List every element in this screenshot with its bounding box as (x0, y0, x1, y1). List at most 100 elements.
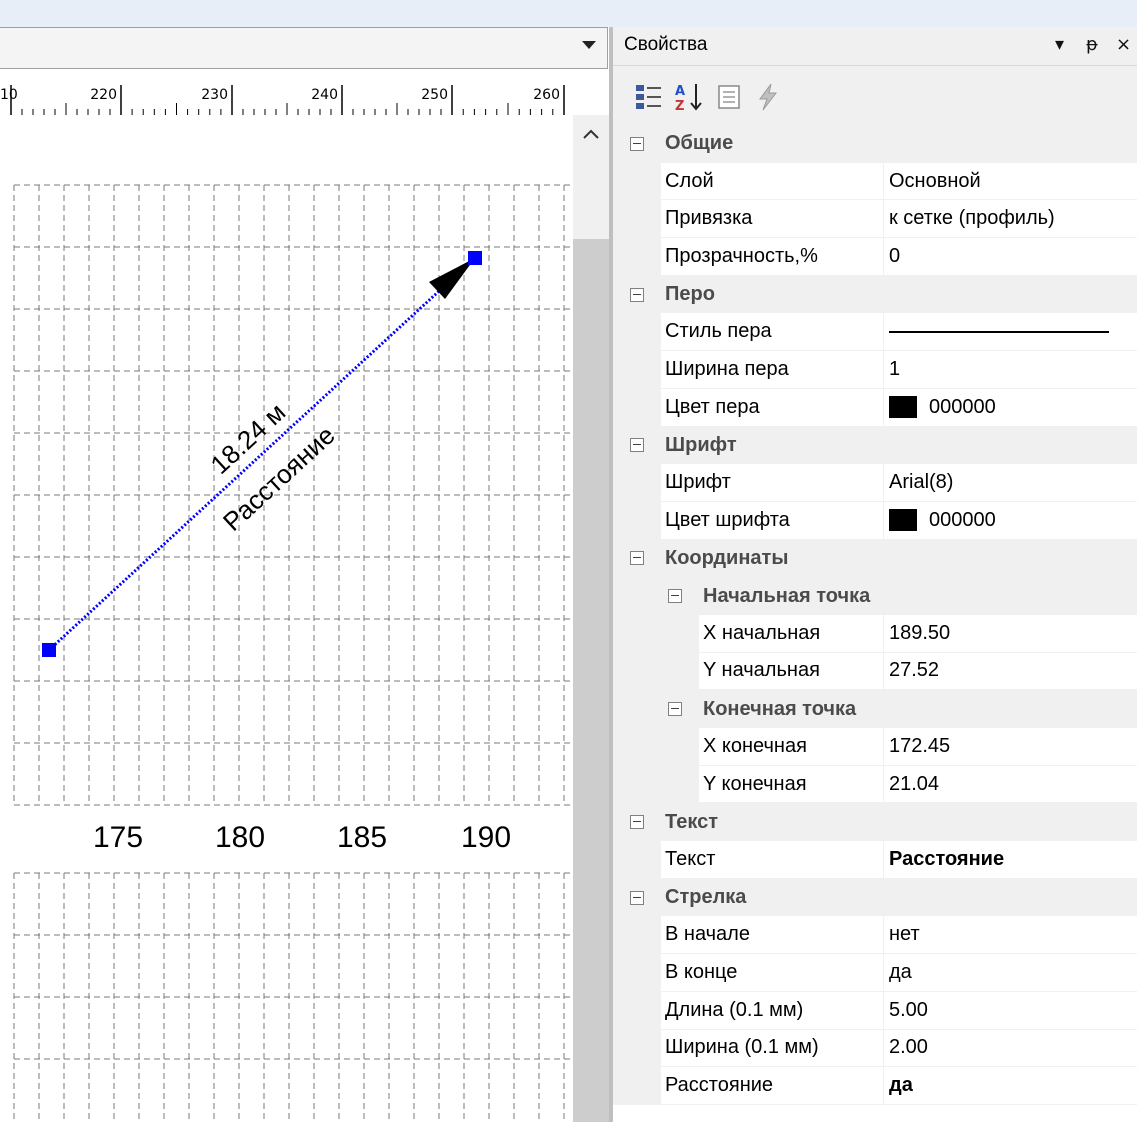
property-value[interactable]: 172.45 (889, 734, 951, 757)
collapse-toggle-icon[interactable] (630, 890, 644, 905)
collapse-toggle-icon[interactable] (630, 287, 644, 302)
property-row[interactable]: X начальная 189.50 (613, 614, 1137, 653)
property-row[interactable]: Расстояние да (613, 1067, 1137, 1105)
property-value[interactable]: Arial(8) (889, 471, 954, 494)
axis-label: 175 (93, 821, 143, 854)
row-indent (661, 765, 699, 803)
property-row[interactable]: Привязка к сетке (профиль) (613, 200, 1137, 239)
distance-line[interactable] (47, 256, 477, 652)
row-margin (613, 351, 661, 388)
property-name: Расстояние (665, 1074, 774, 1097)
chevron-down-icon[interactable] (582, 41, 596, 49)
property-name: Цвет шрифта (665, 508, 790, 531)
collapse-toggle-icon[interactable] (630, 136, 644, 151)
row-margin (613, 464, 661, 501)
property-category[interactable]: Шрифт (613, 426, 1137, 465)
property-pages-icon[interactable] (713, 80, 747, 114)
categorized-view-icon[interactable] (633, 80, 667, 114)
panel-title: Свойства (624, 34, 708, 55)
property-category[interactable]: Текст (613, 803, 1137, 842)
property-row[interactable]: Цвет шрифта 000000 (613, 501, 1137, 540)
property-row[interactable]: Стиль пера (613, 313, 1137, 352)
property-row[interactable]: Текст Расстояние (613, 841, 1137, 879)
collapse-toggle-icon[interactable] (668, 702, 682, 717)
property-row[interactable]: Y конечная 21.04 (613, 765, 1137, 804)
scroll-up-button[interactable] (573, 115, 609, 155)
property-value[interactable]: Расстояние (889, 847, 1005, 870)
property-row[interactable]: В начале нет (613, 916, 1137, 955)
property-category[interactable]: Координаты (613, 539, 1137, 578)
property-row[interactable]: Слой Основной (613, 162, 1137, 201)
column-divider (883, 765, 884, 803)
property-value[interactable]: 2.00 (889, 1036, 928, 1059)
horizontal-ruler: 10 220 230 240 250 260 (0, 69, 607, 116)
property-row[interactable]: Прозрачность,% 0 (613, 238, 1137, 276)
property-category[interactable]: Общие (613, 125, 1137, 163)
property-value[interactable]: 1 (889, 357, 901, 380)
row-margin (613, 991, 661, 1029)
drawing-canvas[interactable]: 18.24 м Расстояние 175 180 185 190 (0, 115, 573, 1122)
panel-dropdown-icon[interactable]: ▾ (1055, 34, 1065, 55)
property-value[interactable]: 189.50 (889, 621, 951, 644)
property-value[interactable]: к сетке (профиль) (889, 207, 1055, 230)
property-category[interactable]: Стрелка (613, 878, 1137, 917)
property-row[interactable]: Шрифт Arial(8) (613, 464, 1137, 502)
category-label: Шрифт (665, 433, 737, 456)
property-value[interactable]: 0 (889, 244, 901, 267)
row-margin (613, 841, 661, 878)
property-row[interactable]: В конце да (613, 954, 1137, 992)
row-margin (613, 501, 661, 539)
vertical-scrollbar[interactable] (573, 115, 609, 1122)
start-point-marker[interactable] (42, 643, 56, 657)
collapse-toggle-icon[interactable] (630, 551, 644, 566)
events-lightning-icon[interactable] (751, 80, 785, 114)
property-value[interactable]: Основной (889, 169, 981, 192)
property-row[interactable]: Ширина пера 1 (613, 351, 1137, 389)
pen-style-value[interactable] (889, 313, 1109, 350)
property-category[interactable]: Перо (613, 275, 1137, 314)
property-value[interactable]: нет (889, 923, 920, 946)
property-name: Ширина (0.1 мм) (665, 1036, 819, 1059)
column-divider (883, 841, 884, 878)
collapse-toggle-icon[interactable] (668, 589, 682, 604)
axis-label: 180 (215, 821, 265, 854)
arrow-head[interactable] (429, 258, 475, 299)
column-divider (883, 388, 884, 426)
row-margin (613, 1067, 661, 1104)
svg-text:A: A (675, 84, 685, 99)
property-value[interactable]: 5.00 (889, 998, 928, 1021)
pin-icon[interactable]: ᵽ (1086, 34, 1099, 55)
property-value[interactable]: 21.04 (889, 772, 940, 795)
property-name: В начале (665, 923, 750, 946)
column-divider (883, 238, 884, 275)
property-row[interactable]: Длина (0.1 мм) 5.00 (613, 991, 1137, 1030)
property-row[interactable]: Цвет пера 000000 (613, 388, 1137, 427)
property-value[interactable]: 27.52 (889, 659, 940, 682)
property-row[interactable]: X конечная 172.45 (613, 728, 1137, 766)
collapse-toggle-icon[interactable] (630, 438, 644, 453)
property-subcategory[interactable]: Конечная точка (613, 690, 1137, 728)
axis-label: 190 (461, 821, 511, 854)
color-hex-text: 000000 (929, 395, 996, 418)
property-value[interactable]: да (889, 960, 912, 983)
alphabetical-sort-icon[interactable]: A Z (673, 80, 707, 114)
color-hex-text: 000000 (929, 508, 996, 531)
property-name: Прозрачность,% (665, 244, 818, 267)
collapse-toggle-icon[interactable] (630, 815, 644, 830)
scrollbar-thumb[interactable] (573, 239, 609, 1122)
color-value[interactable]: 000000 (889, 502, 996, 539)
property-row[interactable]: Y начальная 27.52 (613, 652, 1137, 691)
column-divider (883, 954, 884, 991)
close-icon[interactable]: × (1116, 34, 1132, 55)
property-value[interactable]: да (889, 1074, 913, 1097)
color-value[interactable]: 000000 (889, 389, 996, 426)
property-name: Шрифт (665, 471, 731, 494)
property-row[interactable]: Ширина (0.1 мм) 2.00 (613, 1029, 1137, 1068)
property-subcategory[interactable]: Начальная точка (613, 577, 1137, 615)
end-point-marker[interactable] (468, 251, 482, 265)
drawing-header-bar (0, 27, 608, 69)
ruler-label: 220 (90, 87, 117, 103)
property-grid: Общие Слой Основной Привязка к сетке (профил… (613, 125, 1137, 1105)
property-name: Привязка (665, 207, 753, 230)
